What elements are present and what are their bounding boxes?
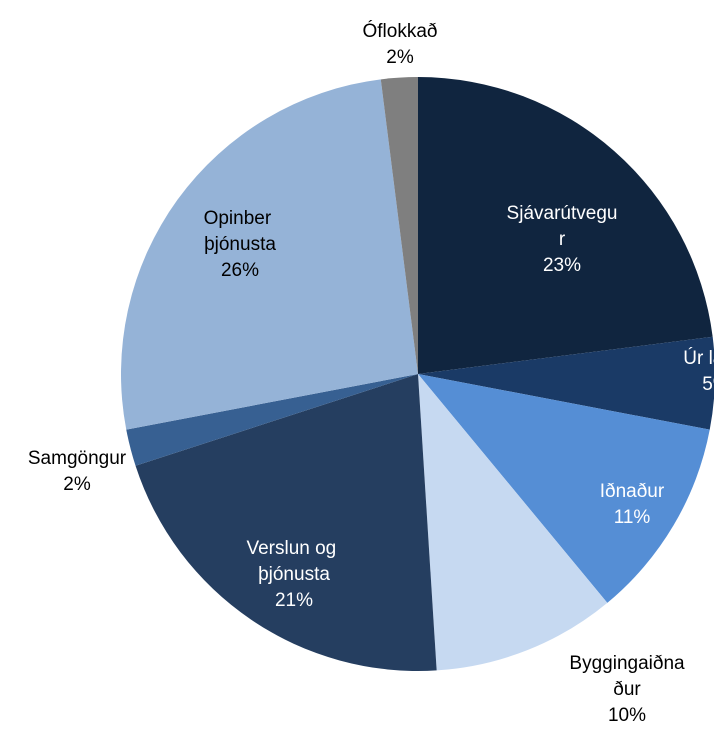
- slice-label: Byggingaiðna ður: [569, 653, 685, 700]
- slice-label: Iðnaður: [600, 481, 665, 502]
- pie-slice: [380, 77, 418, 374]
- pie-slice: [120, 79, 418, 430]
- slice-label: Úr landi: [683, 347, 714, 369]
- slice-percent: 26%: [221, 260, 259, 281]
- label-line: Óflokkað: [363, 20, 438, 42]
- label-line: þjónusta: [258, 564, 330, 585]
- label-line: Úr landi: [683, 347, 714, 369]
- slice-percent: 21%: [275, 590, 313, 611]
- pie-slice: [418, 336, 714, 430]
- label-line: Samgöngur: [28, 448, 127, 469]
- slice-percent: 2%: [63, 474, 91, 495]
- slice-label: Óflokkað: [363, 20, 438, 42]
- pie-slice: [418, 374, 710, 603]
- label-line: Iðnaður: [600, 481, 665, 502]
- label-line: ður: [613, 679, 641, 700]
- slice-percent: 2%: [386, 47, 414, 68]
- slice-label: Opinber þjónusta: [204, 208, 277, 255]
- pie-slice: [418, 374, 608, 671]
- label-line: Byggingaiðna: [569, 653, 685, 674]
- slice-percent: 23%: [543, 255, 581, 276]
- label-line: Opinber: [204, 208, 277, 229]
- slice-label: Samgöngur: [28, 448, 127, 469]
- pie-slice: [126, 374, 419, 466]
- slice-percent: 11%: [614, 507, 651, 528]
- slice-label: Sjávarútvegu r: [507, 203, 618, 250]
- label-line: Sjávarútvegu: [507, 203, 618, 224]
- label-line: þjónusta: [204, 234, 276, 255]
- label-line: Verslun og: [246, 538, 341, 559]
- slice-percent: 5%: [702, 374, 714, 395]
- pie-slice: [135, 374, 437, 671]
- pie-slice: [418, 77, 713, 374]
- slice-label: Verslun og þjónusta: [246, 538, 341, 585]
- slice-percent: 10%: [608, 705, 646, 726]
- label-line: r: [559, 229, 566, 250]
